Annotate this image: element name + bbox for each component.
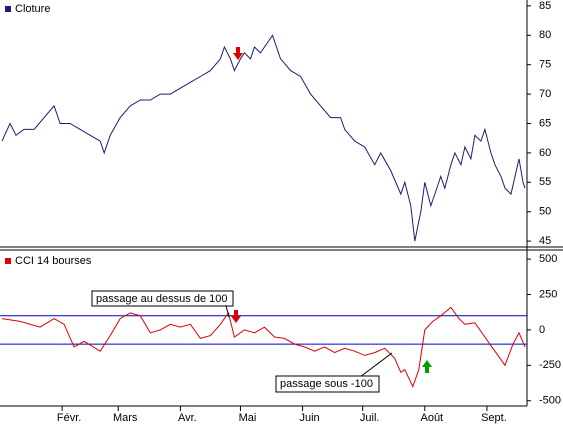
y-tick-label: 70 bbox=[539, 88, 551, 100]
y-tick-label: 0 bbox=[539, 324, 545, 336]
y-tick-label: 500 bbox=[539, 253, 557, 265]
x-tick-label: Juin bbox=[299, 412, 319, 424]
x-tick-label: Mai bbox=[239, 412, 257, 424]
x-tick-label: Avr. bbox=[178, 412, 197, 424]
sell-arrow bbox=[233, 47, 243, 60]
x-tick-label: Sept. bbox=[481, 412, 507, 424]
series-line bbox=[1, 34, 526, 242]
x-tick-label: Mars bbox=[113, 412, 138, 424]
y-tick-label: 75 bbox=[539, 59, 551, 71]
y-tick-label: 50 bbox=[539, 206, 551, 218]
legend-swatch bbox=[5, 258, 11, 264]
annotation-leader bbox=[359, 352, 393, 378]
y-tick-label: 65 bbox=[539, 117, 551, 129]
y-tick-label: 60 bbox=[539, 147, 551, 159]
annotation-box bbox=[91, 290, 234, 307]
y-tick-label: -250 bbox=[539, 359, 561, 371]
buy-arrow bbox=[422, 360, 432, 373]
y-tick-label: 45 bbox=[539, 235, 551, 247]
legend-label: Cloture bbox=[15, 3, 50, 15]
x-tick-label: Juil. bbox=[360, 412, 380, 424]
y-tick-label: 55 bbox=[539, 176, 551, 188]
x-tick-label: Août bbox=[420, 412, 443, 424]
annotation: passage sous -100 bbox=[280, 378, 373, 390]
y-tick-label: 250 bbox=[539, 288, 557, 300]
legend-swatch bbox=[5, 6, 11, 12]
sell-arrow bbox=[231, 310, 241, 323]
x-tick-label: Févr. bbox=[57, 412, 81, 424]
y-tick-label: 80 bbox=[539, 29, 551, 41]
y-tick-label: -500 bbox=[539, 395, 561, 407]
annotation: passage au dessus de 100 bbox=[96, 293, 228, 305]
legend-label: CCI 14 bourses bbox=[15, 255, 92, 267]
annotation-leader bbox=[225, 305, 230, 318]
series-line bbox=[1, 306, 526, 388]
y-tick-label: 85 bbox=[539, 0, 551, 12]
annotation-box bbox=[275, 375, 380, 393]
